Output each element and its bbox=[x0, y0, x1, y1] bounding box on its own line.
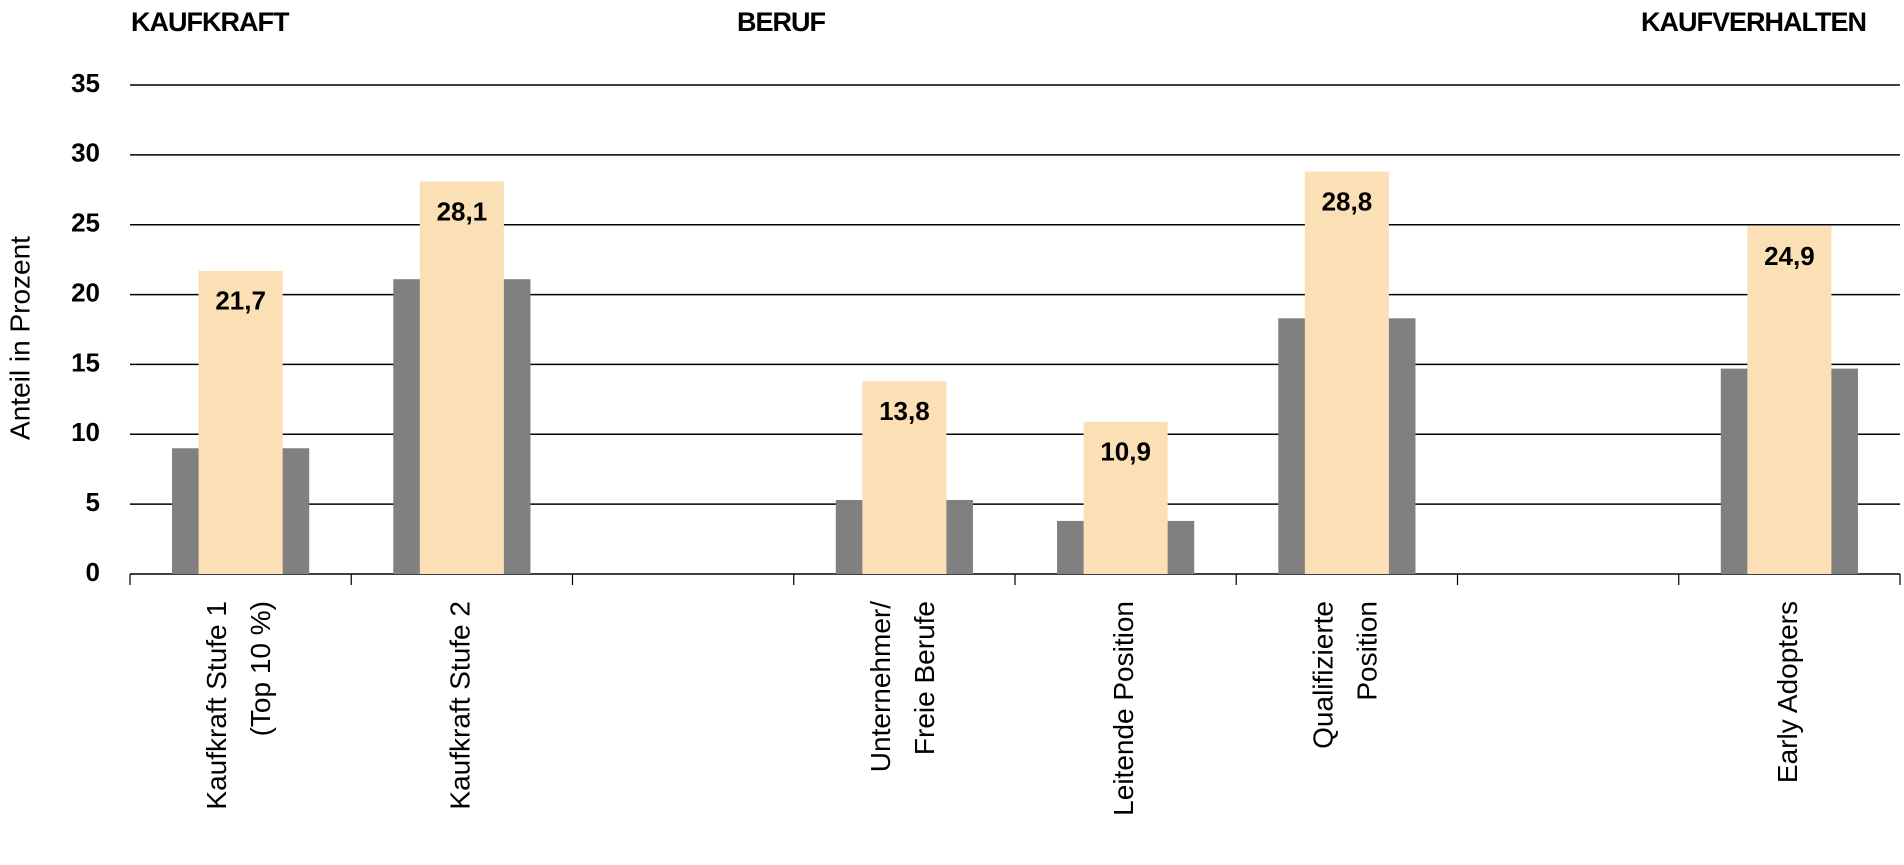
bar bbox=[862, 381, 947, 574]
section-header: KAUFKRAFT bbox=[131, 7, 290, 37]
bar bbox=[198, 270, 283, 574]
x-tick-label: Unternehmer/ bbox=[865, 601, 896, 772]
y-tick-label: 35 bbox=[71, 68, 100, 98]
y-tick-label: 30 bbox=[71, 138, 100, 168]
x-tick-label: Qualifizierte bbox=[1307, 601, 1338, 749]
bar bbox=[419, 181, 504, 574]
y-tick-label: 25 bbox=[71, 208, 100, 238]
x-tick-label: Freie Berufe bbox=[909, 601, 940, 755]
x-tick-label: (Top 10 %) bbox=[245, 601, 276, 736]
x-tick-label: Early Adopters bbox=[1772, 601, 1803, 783]
x-tick-label: Leitende Position bbox=[1108, 601, 1139, 816]
bar bbox=[1747, 226, 1832, 574]
y-tick-label: 10 bbox=[71, 417, 100, 447]
x-tick-label: Kaufkraft Stufe 1 bbox=[201, 601, 232, 810]
y-tick-label: 5 bbox=[86, 487, 100, 517]
value-label: 21,7 bbox=[215, 286, 266, 316]
value-label: 28,8 bbox=[1322, 186, 1373, 216]
y-axis-label: Anteil in Prozent bbox=[4, 236, 35, 440]
value-label: 24,9 bbox=[1764, 241, 1815, 271]
y-tick-label: 15 bbox=[71, 347, 100, 377]
section-header: KAUFVERHALTEN bbox=[1641, 7, 1866, 37]
x-tick-label: Kaufkraft Stufe 2 bbox=[444, 601, 475, 810]
bar bbox=[1083, 421, 1168, 574]
x-tick-label: Position bbox=[1351, 601, 1382, 701]
value-label: 28,1 bbox=[437, 196, 488, 226]
bar bbox=[1304, 171, 1389, 574]
value-label: 10,9 bbox=[1100, 437, 1151, 467]
y-tick-label: 20 bbox=[71, 277, 100, 307]
y-tick-label: 0 bbox=[86, 557, 100, 587]
value-label: 13,8 bbox=[879, 396, 930, 426]
section-header: BERUF bbox=[737, 7, 826, 37]
